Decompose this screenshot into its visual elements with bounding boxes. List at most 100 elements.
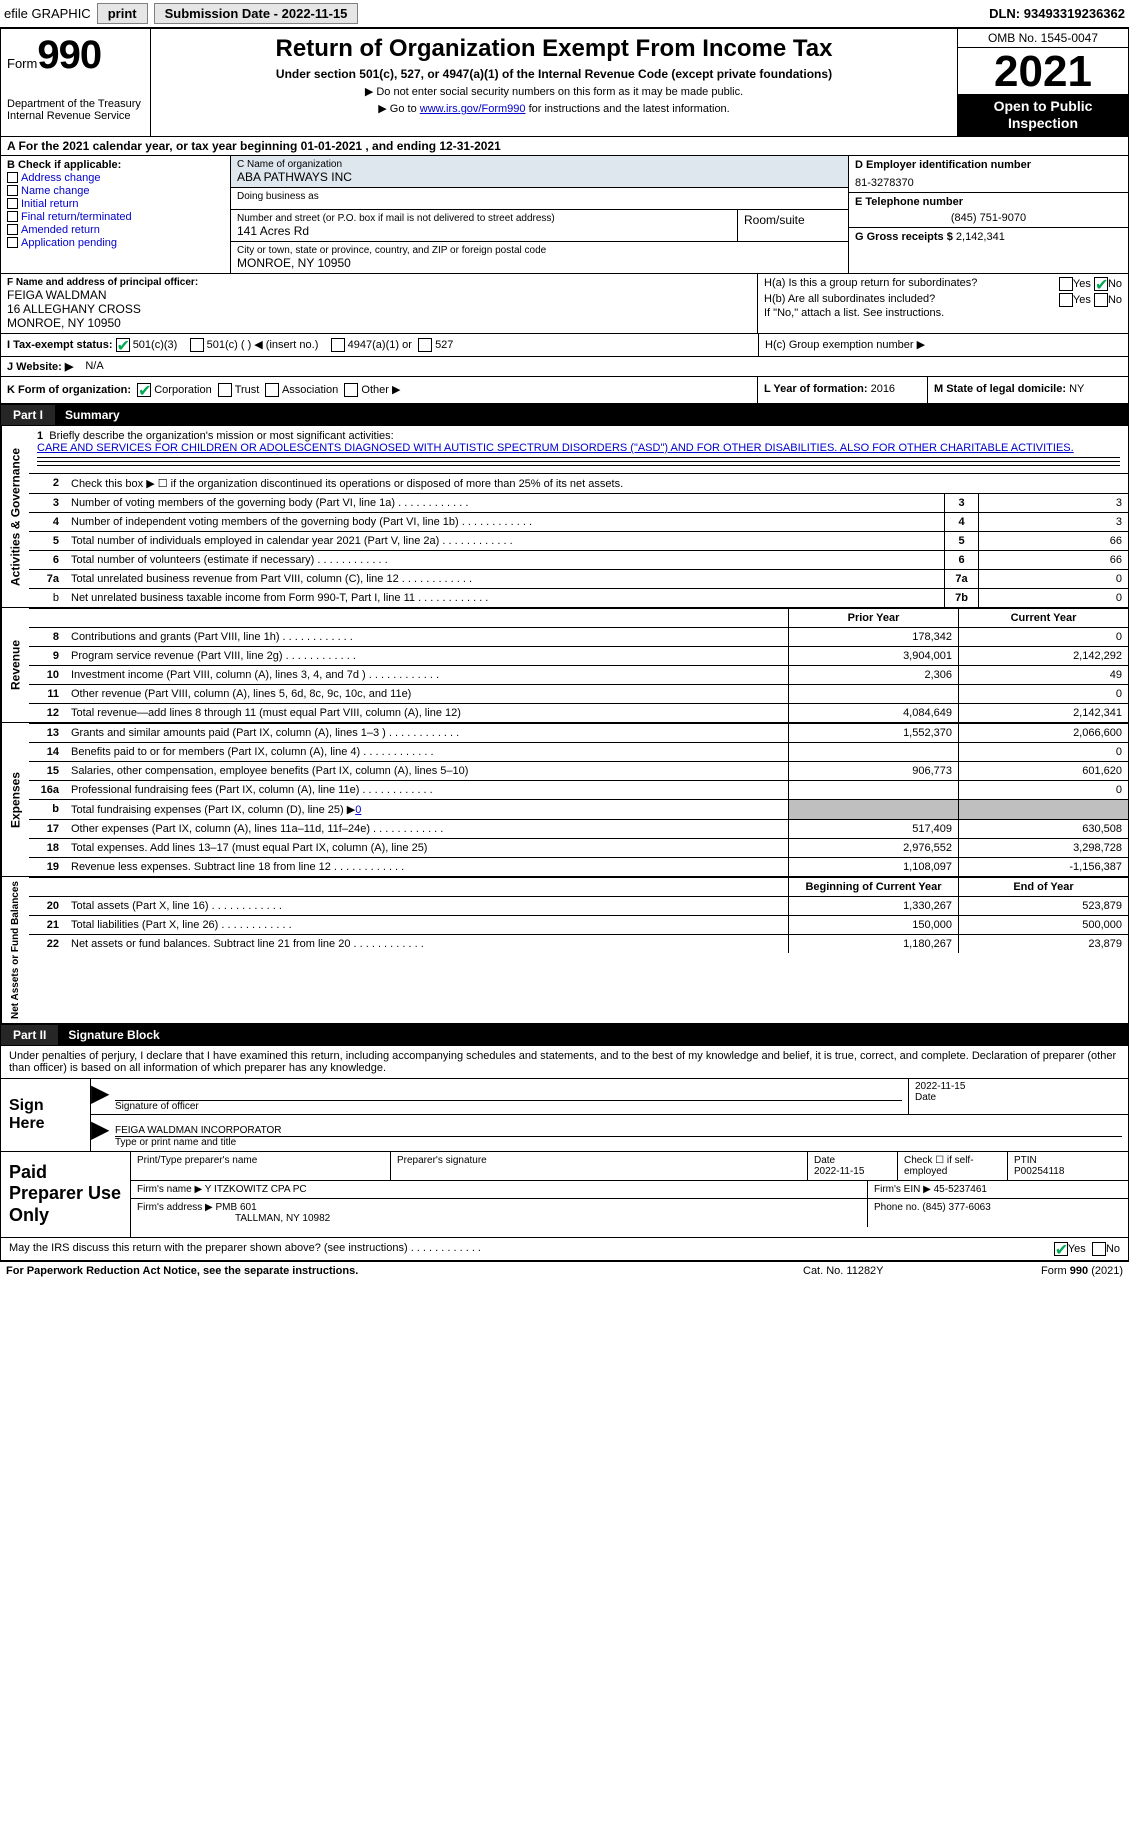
expenses-section: Expenses 13Grants and similar amounts pa… [0,723,1129,877]
paid-preparer-block: Paid Preparer Use Only Print/Type prepar… [0,1152,1129,1238]
mission-text: CARE AND SERVICES FOR CHILDREN OR ADOLES… [37,442,1074,454]
chk-application-pending[interactable]: Application pending [7,237,224,249]
room-suite: Room/suite [738,210,848,241]
section-b-to-g: B Check if applicable: Address change Na… [0,156,1129,274]
header-title-block: Return of Organization Exempt From Incom… [151,29,958,136]
line-a: A For the 2021 calendar year, or tax yea… [0,137,1129,156]
tax-year: 2021 [958,48,1128,94]
cat-no: Cat. No. 11282Y [803,1265,983,1277]
chk-corp[interactable] [137,383,151,397]
sign-here-label: Sign Here [1,1079,91,1151]
officer-name: FEIGA WALDMAN INCORPORATOR [115,1117,1122,1137]
ha-yes[interactable] [1059,277,1073,291]
chk-address-change[interactable]: Address change [7,172,224,184]
val-3: 3 [978,494,1128,512]
chk-501c3[interactable] [116,338,130,352]
discuss-no[interactable] [1092,1242,1106,1256]
section-j: J Website: ▶ N/A [0,357,1129,377]
gross-receipts-label: G Gross receipts $ [855,231,953,243]
section-f-h: F Name and address of principal officer:… [0,274,1129,334]
section-i-hc: I Tax-exempt status: 501(c)(3) 501(c) ( … [0,334,1129,357]
chk-amended-return[interactable]: Amended return [7,224,224,236]
omb-number: OMB No. 1545-0047 [958,29,1128,48]
firm-phone: (845) 377-6063 [922,1202,990,1213]
chk-other[interactable] [344,383,358,397]
val-5: 66 [978,532,1128,550]
state-domicile: M State of legal domicile: NY [928,377,1128,403]
form-word: Form [7,56,37,71]
form-number: 990 [37,33,101,78]
chk-527[interactable] [418,338,432,352]
form-title: Return of Organization Exempt From Incom… [161,35,947,63]
val-6: 66 [978,551,1128,569]
form-subtitle: Under section 501(c), 527, or 4947(a)(1)… [161,67,947,81]
hc-group-exemption: H(c) Group exemption number ▶ [758,334,1128,356]
print-button[interactable]: print [97,3,148,24]
netassets-section: Net Assets or Fund Balances Beginning of… [0,877,1129,1024]
sig-date: 2022-11-15 [915,1081,1122,1092]
firm-name: Y ITZKOWITZ CPA PC [205,1184,307,1195]
ein-value: 81-3278370 [855,177,1122,189]
header-left: Form 990 Department of the Treasury Inte… [1,29,151,136]
principal-officer: F Name and address of principal officer:… [1,274,758,333]
city-state-zip: MONROE, NY 10950 [237,256,842,270]
header-line2: ▶ Do not enter social security numbers o… [161,85,947,98]
footer-row: For Paperwork Reduction Act Notice, see … [0,1261,1129,1280]
irs-link[interactable]: www.irs.gov/Form990 [420,103,526,115]
irs-discuss: May the IRS discuss this return with the… [0,1238,1129,1261]
open-to-public: Open to Public Inspection [958,94,1128,136]
dept-label: Department of the Treasury Internal Reve… [7,98,144,122]
hb-no[interactable] [1094,293,1108,307]
topbar: efile GRAPHIC print Submission Date - 20… [0,0,1129,28]
arrow-icon: ▶ [91,1079,109,1114]
chk-name-change[interactable]: Name change [7,185,224,197]
chk-501c[interactable] [190,338,204,352]
efile-label: efile GRAPHIC [4,6,91,21]
b-header: B Check if applicable: [7,159,224,171]
form-ref: Form 990 (2021) [983,1265,1123,1277]
street-box: Number and street (or P.O. box if mail i… [231,210,738,241]
year-formation: L Year of formation: 2016 [758,377,928,403]
website-value: N/A [85,360,103,372]
perjury-text: Under penalties of perjury, I declare th… [0,1046,1129,1079]
part2-header: Part II Signature Block [0,1024,1129,1046]
submission-date: Submission Date - 2022-11-15 [154,3,359,24]
vert-expenses: Expenses [1,723,29,876]
phone-label: E Telephone number [855,196,1122,208]
form-header: Form 990 Department of the Treasury Inte… [0,28,1129,137]
activities-governance: Activities & Governance 1 Briefly descri… [0,426,1129,608]
org-name-box: C Name of organization ABA PATHWAYS INC [231,156,848,188]
dln: DLN: 93493319236362 [989,6,1125,21]
revenue-section: Revenue Prior YearCurrent Year 8Contribu… [0,608,1129,723]
firm-ein: 45-5237461 [934,1184,987,1195]
val-4: 3 [978,513,1128,531]
col-b: B Check if applicable: Address change Na… [1,156,231,273]
chk-initial-return[interactable]: Initial return [7,198,224,210]
discuss-yes[interactable] [1054,1242,1068,1256]
hb-yes[interactable] [1059,293,1073,307]
chk-final-return[interactable]: Final return/terminated [7,211,224,223]
chk-assoc[interactable] [265,383,279,397]
street-address: 141 Acres Rd [237,224,731,238]
val-7b: 0 [978,589,1128,607]
gross-receipts-value: 2,142,341 [956,231,1005,243]
city-box: City or town, state or province, country… [231,242,848,273]
section-klm: K Form of organization: Corporation Trus… [0,377,1129,404]
col-deg: D Employer identification number 81-3278… [848,156,1128,273]
vert-revenue: Revenue [1,608,29,722]
paid-preparer-label: Paid Preparer Use Only [1,1152,131,1237]
vert-netassets: Net Assets or Fund Balances [1,877,29,1023]
ptin: P00254118 [1014,1166,1064,1177]
h-section: H(a) Is this a group return for subordin… [758,274,1128,333]
chk-4947[interactable] [331,338,345,352]
dba-box: Doing business as [231,188,848,210]
header-line3: ▶ Go to www.irs.gov/Form990 for instruct… [161,102,947,115]
ha-no[interactable] [1094,277,1108,291]
org-name: ABA PATHWAYS INC [237,170,842,184]
chk-trust[interactable] [218,383,232,397]
mission-block: 1 Briefly describe the organization's mi… [29,426,1128,473]
vert-activities: Activities & Governance [1,426,29,607]
phone-value: (845) 751-9070 [855,212,1122,224]
header-right: OMB No. 1545-0047 2021 Open to Public In… [958,29,1128,136]
arrow-icon: ▶ [91,1115,109,1150]
